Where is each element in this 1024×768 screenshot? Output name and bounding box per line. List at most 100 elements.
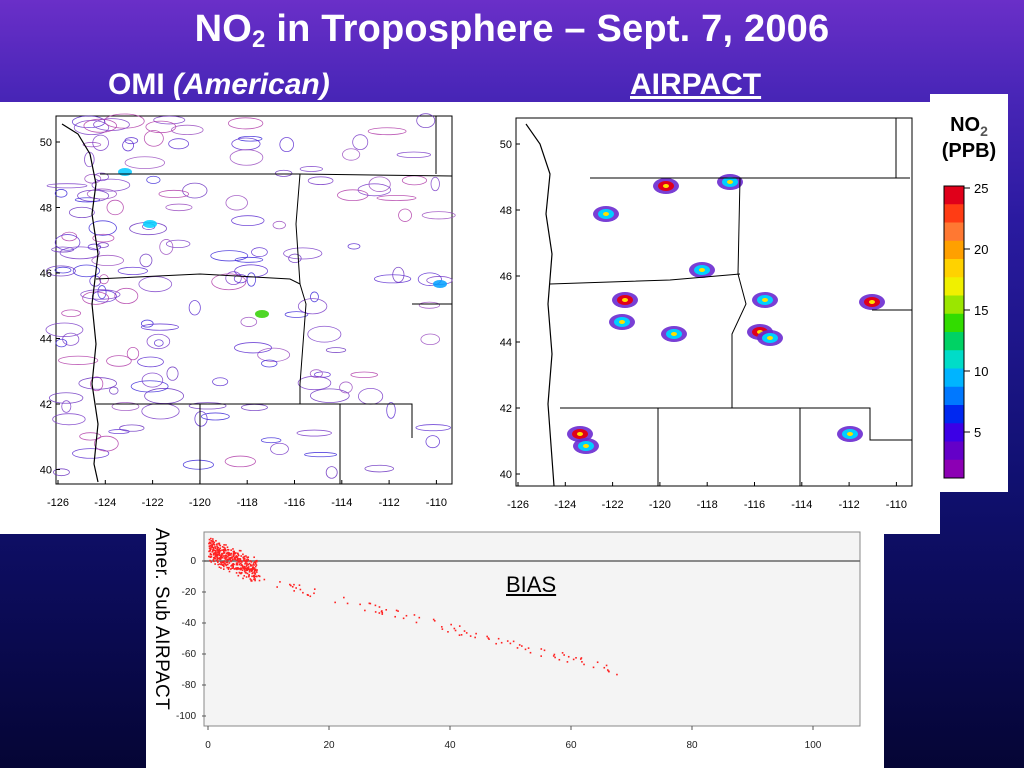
scatter-point <box>237 560 240 563</box>
map-x-tick-label: -116 <box>284 497 305 509</box>
scatter-point <box>236 552 239 555</box>
scatter-point <box>232 553 235 556</box>
scatter-point <box>237 558 239 561</box>
scatter-point <box>212 548 215 550</box>
scatter-point <box>231 563 234 566</box>
scatter-point <box>235 552 237 554</box>
scatter-point <box>558 658 561 661</box>
scatter-point <box>221 549 224 551</box>
scatter-point <box>279 581 281 583</box>
scatter-point <box>245 559 248 561</box>
scatter-point <box>236 563 239 566</box>
scatter-point <box>214 563 216 565</box>
scatter-point <box>413 614 416 616</box>
scatter-point <box>250 579 253 581</box>
scatter-point <box>239 558 242 561</box>
scatter-point <box>227 555 229 558</box>
legend-color-step <box>944 386 964 406</box>
scatter-point <box>218 566 221 568</box>
scatter-point <box>240 567 243 569</box>
scatter-point <box>293 583 295 586</box>
legend-tick-label: 5 <box>974 425 981 440</box>
scatter-point <box>242 559 245 562</box>
scatter-point <box>216 543 218 546</box>
map-y-tick-label: 48 <box>500 205 512 217</box>
scatter-point <box>543 649 546 652</box>
scatter-point <box>212 552 215 555</box>
scatter-point <box>217 557 220 560</box>
scatter-point <box>509 642 512 645</box>
scatter-point <box>381 610 383 612</box>
scatter-point <box>518 644 521 646</box>
scatter-point <box>234 552 236 555</box>
scatter-point <box>221 561 224 563</box>
scatter-point <box>248 570 251 572</box>
scatter-point <box>224 554 227 557</box>
legend-color-step <box>944 240 964 260</box>
airpact-header: AIRPACT <box>630 68 762 101</box>
scatter-point <box>222 550 225 552</box>
scatter-point <box>208 542 210 545</box>
scatter-point <box>374 611 377 613</box>
scatter-point <box>229 556 232 559</box>
map-y-tick-label: 44 <box>500 337 512 349</box>
scatter-point <box>230 565 232 567</box>
scatter-point <box>221 564 224 567</box>
scatter-point <box>227 567 230 569</box>
scatter-point <box>240 564 242 567</box>
scatter-point <box>210 546 212 548</box>
scatter-point <box>254 568 257 571</box>
scatter-point <box>253 568 255 570</box>
scatter-point <box>236 562 239 564</box>
scatter-point <box>253 578 255 581</box>
map-x-tick-label: -126 <box>507 499 529 511</box>
scatter-point <box>249 569 251 571</box>
scatter-point <box>255 564 258 566</box>
scatter-point <box>219 555 222 558</box>
scatter-point <box>228 570 231 573</box>
scatter-y-tick-label: -100 <box>176 711 196 722</box>
scatter-point <box>247 556 250 558</box>
scatter-point <box>252 562 255 564</box>
scatter-point <box>250 568 253 570</box>
scatter-point <box>218 557 221 559</box>
scatter-point <box>221 546 224 548</box>
scatter-point <box>368 602 371 605</box>
legend-color-step <box>944 459 964 479</box>
scatter-point <box>245 565 248 567</box>
scatter-point <box>215 555 217 558</box>
legend-color-step <box>944 295 964 315</box>
scatter-point <box>458 634 461 636</box>
map-x-tick-label: -120 <box>189 497 211 509</box>
scatter-point <box>227 568 230 570</box>
legend-color-step <box>944 405 964 424</box>
scatter-x-tick-label: 100 <box>805 740 822 751</box>
scatter-point <box>458 625 461 627</box>
scatter-point <box>245 555 247 557</box>
scatter-point <box>405 614 408 617</box>
scatter-point <box>250 580 253 582</box>
scatter-point <box>245 568 248 570</box>
scatter-point <box>248 562 251 565</box>
scatter-point <box>343 596 345 599</box>
map-x-tick-label: -124 <box>94 497 116 509</box>
scatter-point <box>215 559 218 562</box>
scatter-point <box>415 621 418 624</box>
scatter-point <box>210 553 213 556</box>
scatter-point <box>232 555 235 558</box>
scatter-point <box>242 553 244 556</box>
scatter-point <box>233 550 235 553</box>
scatter-point <box>220 556 223 559</box>
scatter-point <box>233 558 236 560</box>
scatter-point <box>486 635 488 638</box>
legend-tick-label: 25 <box>974 182 988 196</box>
scatter-point <box>524 648 527 651</box>
scatter-point <box>246 564 248 567</box>
scatter-point <box>208 550 210 553</box>
scatter-point <box>225 549 227 552</box>
scatter-point <box>245 569 248 572</box>
scatter-point <box>214 556 216 558</box>
scatter-point <box>237 574 240 577</box>
scatter-point <box>231 567 233 569</box>
scatter-y-tick-label: -20 <box>182 587 197 598</box>
